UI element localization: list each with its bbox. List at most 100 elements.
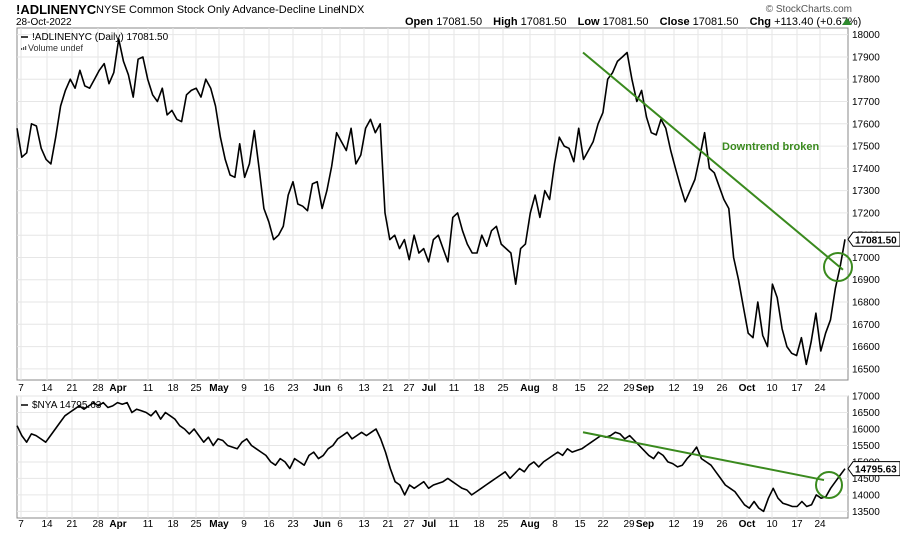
ohlc-readout: Open 17081.50 High 17081.50 Low 17081.50… — [405, 16, 861, 28]
x-tick-label: 25 — [497, 519, 509, 530]
panel-title: !ADLINENYC (Daily) 17081.50 — [32, 32, 169, 43]
x-tick-label: Jul — [422, 519, 437, 530]
x-tick-label: 18 — [167, 519, 179, 530]
x-tick-label: 10 — [766, 383, 778, 394]
chg-label: Chg — [749, 16, 771, 28]
x-tick-label: 28 — [92, 519, 104, 530]
x-tick-label: 23 — [287, 519, 299, 530]
symbol-description: NYSE Common Stock Only Advance-Decline L… — [96, 4, 340, 16]
x-tick-label: Jun — [313, 383, 331, 394]
x-tick-label: Aug — [520, 383, 539, 394]
y-tick-label: 17800 — [852, 75, 880, 86]
symbol-title: !ADLINENYC — [16, 2, 97, 17]
x-tick-label: 14 — [41, 519, 53, 530]
trendline — [582, 51, 844, 271]
x-tick-label: 29 — [623, 519, 635, 530]
last-value-flag-box — [847, 461, 900, 477]
y-tick-label: 16900 — [852, 275, 880, 286]
x-tick-label: 15 — [574, 519, 586, 530]
annotation-downtrend-broken: Downtrend broken — [722, 141, 819, 153]
x-tick-label: 10 — [766, 519, 778, 530]
x-tick-label: 8 — [552, 519, 558, 530]
x-tick-label: 8 — [552, 383, 558, 394]
breakout-circle — [823, 252, 853, 282]
x-tick-label: 25 — [497, 383, 509, 394]
x-tick-label: 11 — [449, 519, 460, 530]
x-tick-label: Oct — [739, 519, 756, 530]
y-tick-label: 17400 — [852, 164, 880, 175]
y-tick-label: 16000 — [852, 424, 880, 435]
panel-frame — [16, 27, 849, 381]
x-tick-label: 25 — [190, 519, 202, 530]
x-tick-label: 18 — [473, 383, 485, 394]
x-tick-label: 11 — [143, 383, 154, 394]
y-tick-label: 17600 — [852, 119, 880, 130]
x-tick-label: May — [209, 383, 229, 394]
y-tick-label: 16800 — [852, 298, 880, 309]
x-tick-label: 9 — [241, 519, 247, 530]
close-label: Close — [659, 16, 690, 28]
chg-value: +113.40 (+0.67%) — [774, 16, 862, 28]
y-tick-label: 17000 — [852, 253, 880, 264]
last-value-label: 14795.63 — [855, 465, 897, 476]
x-tick-label: 16 — [263, 519, 275, 530]
low-label: Low — [577, 16, 600, 28]
x-tick-label: Oct — [739, 383, 756, 394]
panel-legend: $NYA 14795.63 — [21, 400, 102, 411]
y-tick-label: 14500 — [852, 474, 880, 485]
last-value-label: 17081.50 — [855, 235, 897, 246]
y-tick-label: 14000 — [852, 490, 880, 501]
y-tick-label: 16500 — [852, 364, 880, 375]
stockcharts-watermark: © StockCharts.com — [765, 4, 852, 15]
x-tick-label: 17 — [791, 383, 803, 394]
x-tick-label: 25 — [190, 383, 202, 394]
x-tick-label: Jun — [313, 519, 331, 530]
close-value: 17081.50 — [692, 16, 739, 28]
low-value: 17081.50 — [602, 16, 649, 28]
high-value: 17081.50 — [520, 16, 567, 28]
volume-icon-bar — [25, 46, 27, 50]
x-tick-label: 26 — [716, 519, 728, 530]
x-tick-label: 24 — [814, 519, 826, 530]
x-tick-label: 24 — [814, 383, 826, 394]
x-tick-label: 19 — [692, 519, 704, 530]
x-tick-label: 6 — [337, 383, 343, 394]
panel-frame — [16, 395, 849, 519]
last-value-flag: 14795.63 — [847, 461, 900, 477]
x-tick-label: 19 — [692, 383, 704, 394]
chart-date: 28-Oct-2022 — [16, 17, 72, 28]
y-tick-label: 16500 — [852, 408, 880, 419]
x-tick-label: 7 — [18, 519, 24, 530]
x-tick-label: 18 — [473, 519, 485, 530]
x-tick-label: 27 — [403, 519, 415, 530]
panel-title: $NYA 14795.63 — [32, 400, 102, 411]
x-tick-label: 29 — [623, 383, 635, 394]
x-tick-label: 21 — [382, 383, 394, 394]
high-label: High — [493, 16, 518, 28]
x-tick-label: 21 — [66, 519, 78, 530]
y-tick-label: 17900 — [852, 52, 880, 63]
x-tick-label: Sep — [636, 519, 654, 530]
y-tick-label: 17200 — [852, 208, 880, 219]
x-tick-label: 11 — [449, 383, 460, 394]
x-tick-label: Apr — [109, 519, 126, 530]
last-value-flag-box — [847, 231, 900, 247]
x-tick-label: 12 — [668, 383, 680, 394]
x-tick-label: 26 — [716, 383, 728, 394]
x-tick-label: 9 — [241, 383, 247, 394]
y-tick-label: 13500 — [852, 507, 880, 518]
y-tick-label: 16700 — [852, 320, 880, 331]
x-tick-label: 13 — [358, 519, 370, 530]
y-tick-label: 16600 — [852, 342, 880, 353]
breakout-circle — [815, 471, 843, 499]
x-tick-label: May — [209, 519, 229, 530]
series-line — [16, 38, 846, 366]
last-value-flag: 17081.50 — [847, 231, 900, 247]
x-tick-label: 17 — [791, 519, 803, 530]
x-tick-label: 11 — [143, 519, 154, 530]
y-tick-label: 17500 — [852, 142, 880, 153]
volume-icon — [21, 46, 27, 50]
x-tick-label: 22 — [597, 383, 609, 394]
